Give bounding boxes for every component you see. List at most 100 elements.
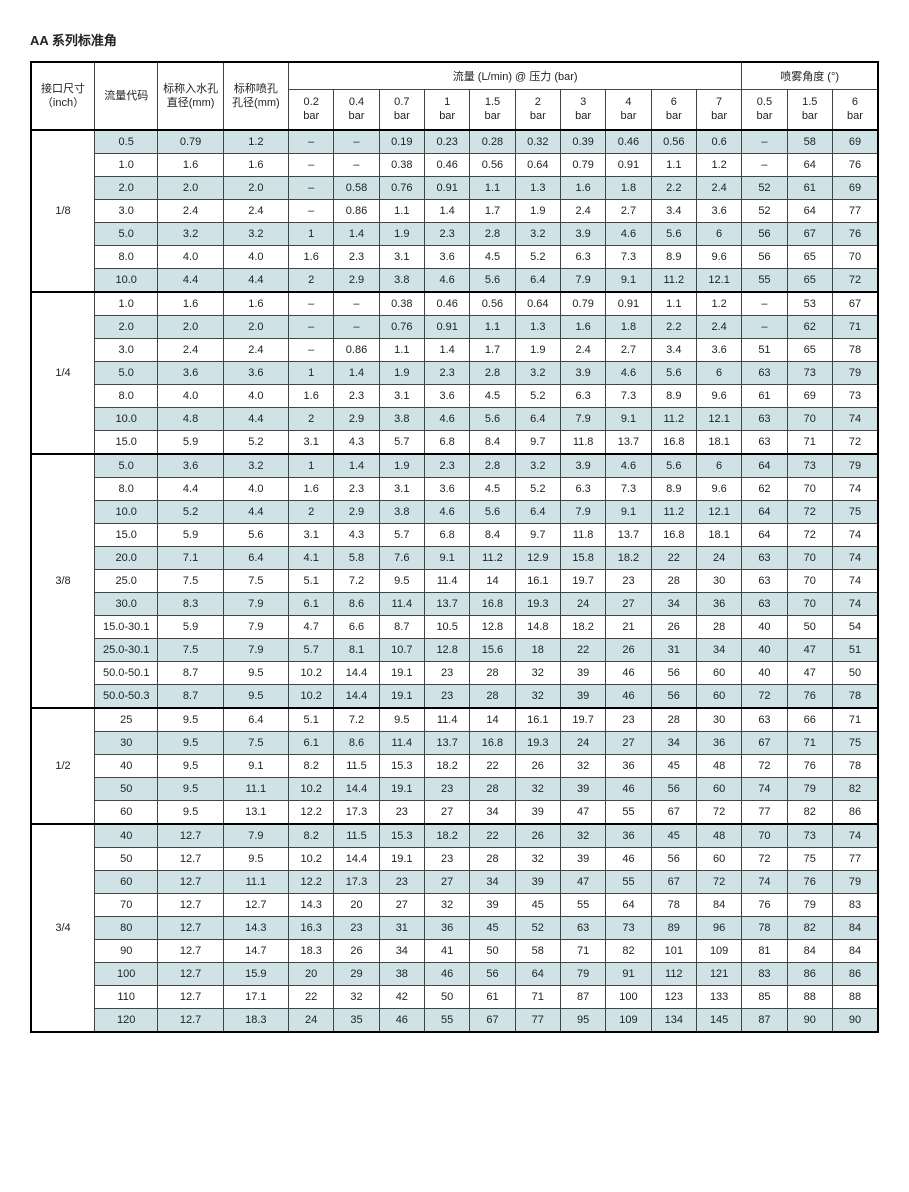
data-cell: 6.3 [560, 245, 605, 268]
data-cell: 2.7 [606, 199, 651, 222]
data-cell: 0.28 [470, 130, 515, 154]
data-cell: 11.4 [379, 731, 424, 754]
data-cell: 58 [515, 939, 560, 962]
data-cell: 19.1 [379, 661, 424, 684]
data-cell: 12.1 [696, 268, 741, 292]
data-cell: 83 [742, 962, 787, 985]
data-cell: 4.7 [289, 615, 334, 638]
data-cell: 69 [787, 384, 832, 407]
data-cell: 1.4 [334, 361, 379, 384]
data-cell: 7.9 [560, 407, 605, 430]
data-cell: 2.3 [424, 361, 469, 384]
data-cell: 55 [742, 268, 787, 292]
data-cell: 73 [832, 384, 878, 407]
data-cell: 9.5 [158, 708, 223, 732]
data-cell: 25.0-30.1 [94, 638, 157, 661]
data-cell: 2 [289, 407, 334, 430]
data-cell: 3.8 [379, 268, 424, 292]
data-cell: 64 [742, 454, 787, 478]
data-cell: 64 [787, 153, 832, 176]
data-cell: 2.3 [334, 245, 379, 268]
table-row: 2.02.02.0––0.760.911.11.31.61.82.22.4–62… [31, 315, 878, 338]
data-cell: 17.3 [334, 800, 379, 824]
data-cell: 64 [742, 500, 787, 523]
data-cell: 20 [289, 962, 334, 985]
table-row: 15.05.95.23.14.35.76.88.49.711.813.716.8… [31, 430, 878, 454]
data-cell: 0.79 [560, 153, 605, 176]
data-cell: 87 [560, 985, 605, 1008]
data-cell: 19.3 [515, 731, 560, 754]
data-cell: 12.7 [158, 939, 223, 962]
conn-cell: 3/8 [31, 454, 94, 708]
table-row: 8012.714.316.3233136455263738996788284 [31, 916, 878, 939]
data-cell: 4.5 [470, 245, 515, 268]
data-cell: – [742, 292, 787, 316]
data-cell: 23 [424, 684, 469, 708]
data-cell: 1.6 [289, 245, 334, 268]
data-cell: 30 [94, 731, 157, 754]
data-cell: 1 [289, 361, 334, 384]
data-cell: 133 [696, 985, 741, 1008]
data-cell: 19.1 [379, 777, 424, 800]
data-cell: 1.6 [289, 477, 334, 500]
conn-cell: 1/8 [31, 130, 94, 292]
data-cell: 14.4 [334, 661, 379, 684]
data-cell: 18.3 [223, 1008, 288, 1032]
hdr-sub-col: 2bar [515, 90, 560, 130]
data-cell: 1.2 [223, 130, 288, 154]
data-cell: 5.0 [94, 222, 157, 245]
data-cell: 71 [515, 985, 560, 1008]
data-cell: 90 [787, 1008, 832, 1032]
data-cell: 20 [334, 893, 379, 916]
data-cell: – [334, 130, 379, 154]
hdr-conn: 接口尺寸（inch） [31, 62, 94, 130]
table-row: 10.04.44.422.93.84.65.66.47.99.111.212.1… [31, 268, 878, 292]
data-cell: 9.5 [223, 684, 288, 708]
data-cell: 72 [832, 268, 878, 292]
hdr-sub-col: 4bar [606, 90, 651, 130]
hdr-flow-group: 流量 (L/min) @ 压力 (bar) [289, 62, 742, 90]
data-cell: 1.4 [424, 338, 469, 361]
data-cell: 123 [651, 985, 696, 1008]
data-cell: 0.32 [515, 130, 560, 154]
data-cell: 3.0 [94, 199, 157, 222]
data-cell: 14.3 [289, 893, 334, 916]
data-cell: 67 [651, 800, 696, 824]
data-cell: 24 [560, 731, 605, 754]
data-cell: 1.0 [94, 153, 157, 176]
data-cell: 1.3 [515, 315, 560, 338]
data-cell: – [289, 176, 334, 199]
data-cell: 11.8 [560, 523, 605, 546]
data-cell: 3.2 [158, 222, 223, 245]
data-cell: 14 [470, 708, 515, 732]
data-cell: 71 [832, 708, 878, 732]
data-cell: 7.5 [223, 731, 288, 754]
table-row: 509.511.110.214.419.12328323946566074798… [31, 777, 878, 800]
data-cell: 56 [651, 684, 696, 708]
table-row: 2.02.02.0–0.580.760.911.11.31.61.82.22.4… [31, 176, 878, 199]
data-cell: 11.5 [334, 754, 379, 777]
data-cell: – [289, 338, 334, 361]
data-cell: 55 [560, 893, 605, 916]
data-cell: 8.2 [289, 824, 334, 848]
data-cell: 46 [424, 962, 469, 985]
data-cell: 16.8 [470, 592, 515, 615]
data-cell: 19.7 [560, 708, 605, 732]
table-row: 1/80.50.791.2––0.190.230.280.320.390.460… [31, 130, 878, 154]
data-cell: 9.1 [606, 268, 651, 292]
data-cell: – [742, 130, 787, 154]
data-cell: 47 [787, 638, 832, 661]
hdr-angle-group: 喷雾角度 (°) [742, 62, 878, 90]
data-cell: 74 [742, 777, 787, 800]
hdr-sub-col: 1.5bar [787, 90, 832, 130]
data-cell: 6.4 [223, 708, 288, 732]
data-cell: 2.3 [424, 222, 469, 245]
data-cell: 86 [832, 800, 878, 824]
data-cell: 16.1 [515, 708, 560, 732]
data-cell: 4.5 [470, 384, 515, 407]
data-cell: 64 [742, 523, 787, 546]
data-cell: 5.0 [94, 454, 157, 478]
data-cell: 3.6 [158, 361, 223, 384]
data-cell: 60 [696, 847, 741, 870]
data-cell: – [289, 153, 334, 176]
